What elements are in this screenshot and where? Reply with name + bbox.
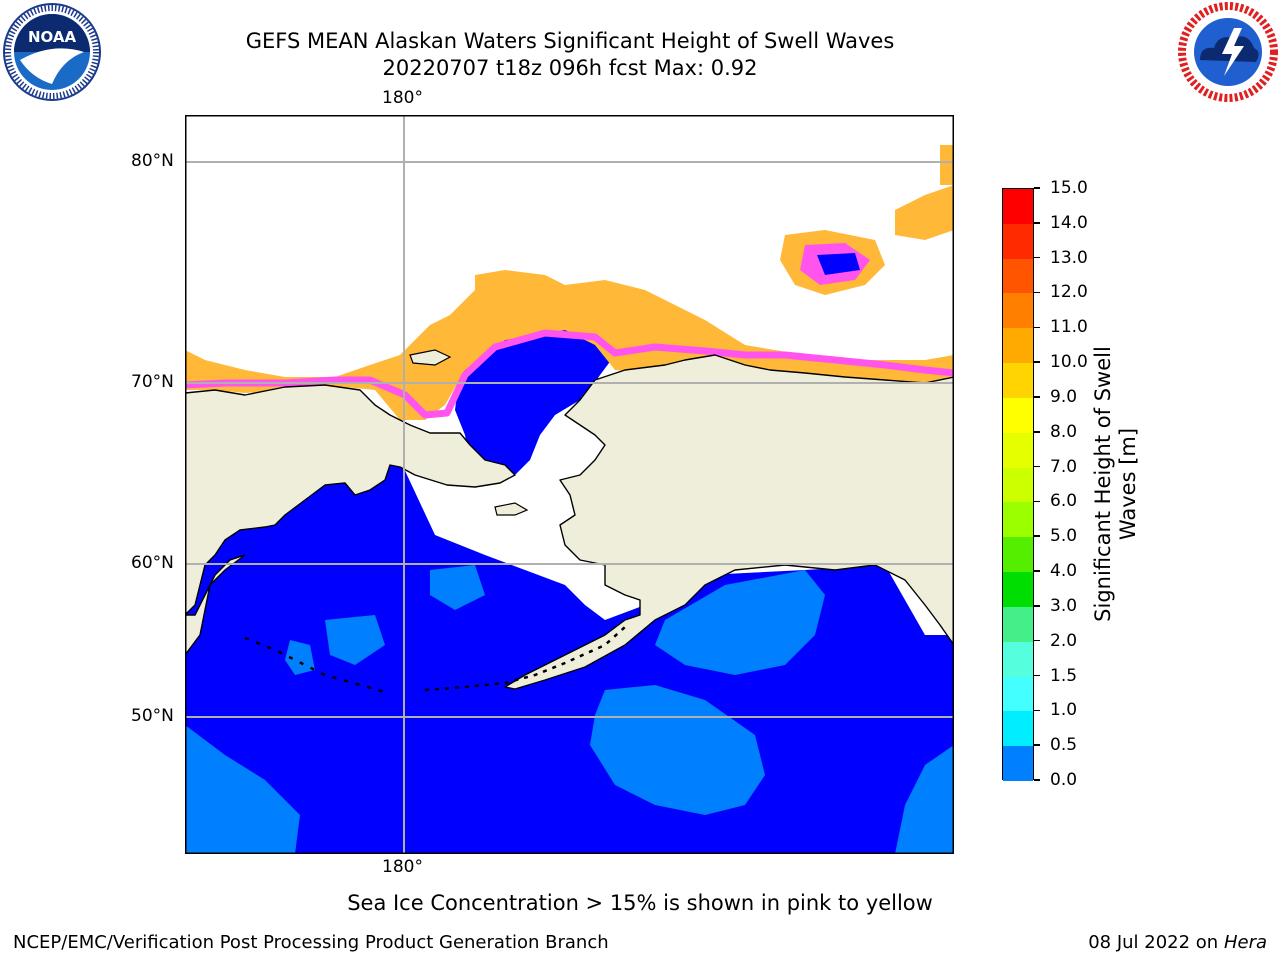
- land-alaska: [504, 354, 954, 690]
- water-mid-region-3: [185, 725, 300, 854]
- footer-date: 08 Jul 2022 on: [1088, 932, 1219, 953]
- water-mid-region-1: [655, 570, 825, 675]
- colorbar-tick-label: 11.0: [1050, 317, 1088, 338]
- colorbar-tick-mark: [1034, 570, 1040, 572]
- land-st-lawrence-island: [494, 502, 529, 516]
- footer-right: 08 Jul 2022 on Hera: [1088, 932, 1267, 953]
- colorbar-tick-label: 0.0: [1050, 770, 1078, 790]
- colorbar-tick-label: 3.0: [1050, 595, 1078, 616]
- colorbar-tick-label: 12.0: [1050, 282, 1088, 303]
- map-frame: [185, 115, 954, 854]
- colorbar-tick-mark: [1034, 674, 1040, 677]
- colorbar-tick-mark: [1034, 465, 1040, 468]
- colorbar-segment: [1003, 537, 1033, 573]
- noaa-logo-text: NOAA: [28, 28, 77, 46]
- colorbar-segment: [1003, 606, 1033, 643]
- colorbar-tick-label: 1.0: [1050, 700, 1078, 721]
- water-mid-region-7: [285, 640, 315, 675]
- water-mid-region-6: [430, 565, 485, 610]
- colorbar-tick-label: 13.0: [1050, 247, 1088, 268]
- commander-islands: [244, 636, 386, 694]
- footer-host: Hera: [1223, 932, 1267, 953]
- land-wrangel-island: [409, 349, 452, 366]
- alaska-map: [185, 115, 954, 854]
- lat-label-50n: 50°N: [131, 706, 174, 726]
- colorbar-segment: [1003, 328, 1033, 364]
- land-chukotka: [185, 384, 516, 616]
- colorbar-segment: [1003, 258, 1033, 294]
- colorbar-tick-mark: [1034, 291, 1040, 294]
- colorbar-segment: [1003, 641, 1033, 678]
- colorbar-segment: [1003, 746, 1033, 782]
- land-kamchatka: [185, 554, 246, 657]
- sea-ice-ne-patch: [895, 185, 954, 240]
- colorbar-tick-label: 7.0: [1050, 456, 1078, 477]
- colorbar-tick-mark: [1034, 779, 1040, 781]
- map-gridlines: [185, 115, 954, 854]
- colorbar-tick-label: 5.0: [1050, 526, 1078, 547]
- colorbar-segment: [1003, 432, 1033, 469]
- lat-label-80n: 80°N: [131, 151, 174, 171]
- aleutian-chain: [424, 626, 626, 692]
- colorbar-tick-label: 9.0: [1050, 386, 1078, 407]
- colorbar-tick-label: 10.0: [1050, 352, 1088, 373]
- sea-ice-ne-strip: [940, 145, 954, 185]
- colorbar-tick-label: 1.5: [1050, 665, 1078, 686]
- colorbar-segment: [1003, 502, 1033, 538]
- noaa-logo: NOAA: [3, 3, 101, 101]
- colorbar-segment: [1003, 293, 1033, 329]
- colorbar-tick-mark: [1034, 500, 1040, 503]
- colorbar-tick-mark: [1034, 605, 1040, 607]
- colorbar-segment: [1003, 711, 1033, 747]
- lat-label-70n: 70°N: [131, 372, 174, 392]
- colorbar-tick-mark: [1034, 187, 1040, 189]
- colorbar-ticks: 15.0 14.0 13.0 12.0 11.0 10.0 9.0 8.0 7.0 6.0 5.0 4…: [1034, 178, 1114, 790]
- colorbar-tick-mark: [1034, 361, 1040, 363]
- colorbar-tick-mark: [1034, 535, 1040, 537]
- colorbar-segment: [1003, 676, 1033, 712]
- footer-left: NCEP/EMC/Verification Post Processing Pr…: [13, 932, 609, 953]
- colorbar-segment: [1003, 363, 1033, 399]
- sea-ice-north-blue: [817, 253, 860, 275]
- colorbar-tick-label: 15.0: [1050, 178, 1088, 198]
- colorbar: [1002, 188, 1034, 782]
- colorbar-tick-label: 14.0: [1050, 212, 1088, 233]
- colorbar-tick-mark: [1034, 326, 1040, 329]
- chart-subtitle: 20220707 t18z 096h fcst Max: 0.92: [382, 56, 758, 80]
- colorbar-tick-label: 2.0: [1050, 630, 1078, 651]
- colorbar-tick-mark: [1034, 431, 1040, 433]
- nws-logo: [1178, 2, 1278, 102]
- sea-ice-note: Sea Ice Concentration > 15% is shown in …: [0, 891, 1280, 915]
- sea-ice-note-text: Sea Ice Concentration > 15% is shown in …: [347, 891, 933, 915]
- colorbar-tick-mark: [1034, 256, 1040, 259]
- colorbar-segment: [1003, 189, 1033, 225]
- colorbar-tick-mark: [1034, 639, 1040, 642]
- chart-title: GEFS MEAN Alaskan Waters Significant Hei…: [245, 29, 895, 53]
- colorbar-tick-label: 0.5: [1050, 735, 1078, 756]
- colorbar-segment: [1003, 397, 1033, 434]
- water-arctic-region: [455, 330, 615, 485]
- colorbar-tick-label: 6.0: [1050, 491, 1078, 512]
- water-mid-region-5: [325, 615, 385, 665]
- water-mid-region-4: [895, 745, 954, 854]
- colorbar-label: Significant Height of Swell Waves [m]: [1091, 346, 1140, 622]
- lat-label-60n: 60°N: [131, 553, 174, 573]
- colorbar-tick-label: 8.0: [1050, 421, 1078, 442]
- lon-label-top: 180°: [382, 88, 423, 108]
- colorbar-tick-mark: [1034, 709, 1040, 712]
- lon-label-bottom: 180°: [382, 857, 423, 877]
- sea-ice-pink-edge: [185, 329, 954, 419]
- colorbar-tick-label: 4.0: [1050, 561, 1078, 582]
- colorbar-tick-mark: [1034, 396, 1040, 398]
- colorbar-tick-mark: [1034, 744, 1040, 746]
- colorbar-segment: [1003, 223, 1033, 260]
- water-low-region: [185, 390, 954, 854]
- colorbar-segment: [1003, 572, 1033, 608]
- colorbar-tick-mark: [1034, 222, 1040, 224]
- colorbar-segment: [1003, 467, 1033, 503]
